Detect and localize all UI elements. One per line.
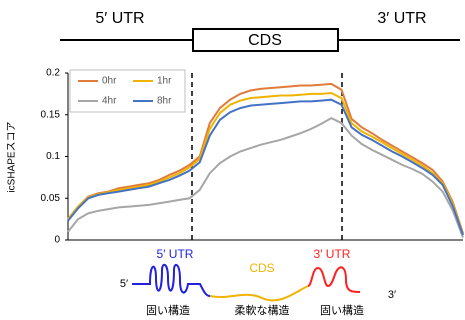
series-line	[68, 93, 463, 234]
gene-label: 3′ UTR	[377, 10, 426, 27]
y-tick-label: 0	[54, 235, 60, 246]
gene-label: 5′ UTR	[95, 10, 144, 27]
utr5-structure	[132, 265, 210, 296]
structure-label: 5′ UTR	[157, 247, 194, 261]
caption: 固い構造	[320, 303, 364, 317]
y-tick-label: 0.15	[41, 109, 61, 120]
cds-structure	[210, 286, 308, 300]
caption: 柔軟な構造	[235, 303, 290, 317]
y-axis-label: icSHAPEスコア	[7, 121, 18, 192]
legend-label: 4hr	[102, 96, 117, 107]
structure-label: CDS	[249, 261, 274, 275]
legend-label: 8hr	[157, 96, 172, 107]
y-tick-label: 0.05	[41, 193, 61, 204]
series-line	[68, 118, 463, 237]
structure-label: 3′ UTR	[314, 247, 351, 261]
legend-label: 0hr	[102, 76, 117, 87]
series-line	[68, 100, 463, 235]
end-label: 5′	[120, 278, 128, 290]
gene-label: CDS	[248, 32, 282, 49]
figure: 5′ UTR CDS 3′ UTR icSHAPEスコア 0 0.05 0.1 0.1…	[0, 0, 465, 320]
y-tick-label: 0.2	[46, 68, 60, 79]
y-tick-label: 0.1	[46, 151, 60, 162]
chart: icSHAPEスコア 0 0.05 0.1 0.15 0.2 0hr 1hr 4hr 8hr	[7, 68, 463, 246]
utr3-structure	[308, 267, 360, 292]
end-label: 3′	[388, 289, 396, 301]
legend-label: 1hr	[157, 76, 172, 87]
caption: 固い構造	[146, 303, 190, 317]
